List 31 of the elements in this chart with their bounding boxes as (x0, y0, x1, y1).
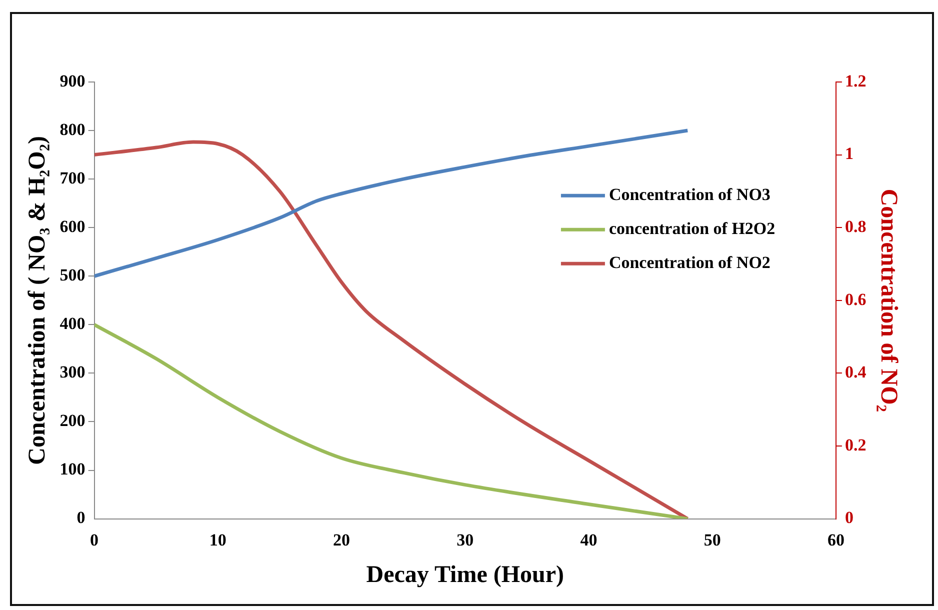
y-tick-label: 700 (60, 168, 86, 188)
legend-label: Concentration of NO3 (608, 184, 770, 204)
x-tick-label: 10 (209, 530, 226, 550)
y-tick-label: 900 (60, 71, 86, 90)
y2-tick-label: 0.4 (844, 362, 867, 382)
line-series (94, 322, 690, 519)
y-tick-label: 400 (60, 314, 86, 334)
y-axis-title: Concentration of ( NO₃ & H₂O₂) (24, 136, 51, 465)
y2-tick-label: 0 (844, 508, 854, 528)
x-tick-label: 50 (704, 530, 721, 550)
y-tick-label: 300 (60, 362, 86, 382)
y2-tick-label: 0.2 (844, 435, 866, 454)
x-tick-label: 30 (456, 530, 474, 550)
x-axis-title: Decay Time (Hour) (366, 562, 564, 588)
x-tick-label: 20 (333, 530, 350, 550)
y2-tick-label: 1.2 (844, 71, 866, 90)
y-tick-label: 500 (60, 266, 86, 285)
y2-tick-label: 0.8 (844, 216, 866, 236)
y2-axis-title: Concentration of NO₂ (875, 188, 902, 412)
x-tick-label: 0 (90, 530, 99, 550)
y-tick-label: 600 (60, 216, 86, 236)
x-tick-label: 40 (580, 530, 598, 550)
legend-label: concentration of H2O2 (608, 218, 776, 238)
y-tick-label: 0 (76, 508, 86, 528)
y-tick-label: 800 (60, 120, 86, 139)
x-tick-label: 60 (827, 530, 844, 550)
y2-tick-label: 0.6 (844, 290, 866, 309)
y-tick-label: 100 (60, 460, 86, 479)
y2-tick-label: 1 (844, 144, 854, 164)
legend-label: Concentration of NO2 (608, 252, 770, 272)
y-tick-label: 200 (60, 411, 86, 430)
